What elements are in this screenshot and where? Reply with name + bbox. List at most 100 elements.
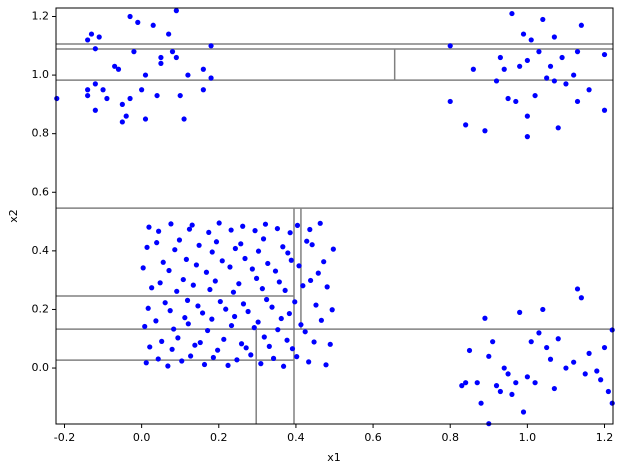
point (227, 264, 233, 270)
point (156, 228, 162, 234)
point (248, 352, 254, 358)
point (275, 327, 281, 333)
point (524, 57, 530, 64)
point (493, 78, 500, 84)
point (92, 81, 98, 87)
point (605, 388, 611, 395)
y-tick-label: 0.2 (32, 302, 50, 315)
point (139, 87, 145, 93)
point (88, 31, 95, 37)
point (586, 350, 592, 356)
point (230, 289, 237, 295)
point (255, 248, 262, 254)
point (306, 359, 312, 365)
point (598, 377, 604, 383)
point (296, 263, 302, 269)
point (547, 63, 554, 69)
point (182, 315, 188, 321)
point (286, 310, 292, 317)
point (183, 256, 189, 262)
point (166, 267, 172, 274)
point (209, 316, 215, 322)
point (251, 325, 257, 331)
point (482, 315, 488, 321)
point (547, 356, 554, 362)
point (200, 66, 206, 72)
point (551, 78, 557, 84)
point (304, 238, 310, 244)
point (517, 63, 523, 69)
point (578, 295, 584, 301)
point (225, 362, 231, 369)
point (131, 49, 137, 55)
point (302, 329, 308, 335)
point (236, 281, 242, 287)
point (167, 308, 173, 314)
point (478, 400, 484, 406)
point (282, 287, 288, 294)
point (168, 221, 174, 227)
point (212, 278, 218, 284)
point (154, 240, 160, 246)
point (252, 228, 258, 234)
point (143, 360, 149, 366)
point (147, 344, 153, 350)
point (215, 347, 221, 353)
x-tick-label: 0.4 (287, 431, 305, 444)
point (258, 361, 264, 367)
point (207, 286, 213, 293)
point (157, 280, 163, 286)
point (119, 119, 125, 125)
point (300, 283, 306, 289)
point (298, 322, 304, 328)
point (146, 224, 152, 230)
point (264, 296, 270, 303)
point (169, 49, 176, 55)
point (85, 87, 91, 93)
point (524, 113, 530, 119)
point (259, 286, 265, 292)
point (85, 37, 91, 43)
point (160, 259, 166, 265)
point (285, 250, 291, 256)
point (505, 95, 511, 102)
point (144, 244, 150, 250)
y-tick-label: 0.0 (32, 361, 50, 374)
point (294, 354, 300, 360)
point (276, 279, 282, 285)
point (154, 92, 160, 99)
point (213, 239, 220, 245)
point (470, 66, 476, 72)
point (255, 319, 261, 325)
point (197, 339, 203, 346)
point (195, 303, 201, 309)
point (240, 223, 246, 229)
point (249, 266, 255, 272)
x-tick-label: 1.2 (596, 431, 614, 444)
point (292, 299, 298, 305)
point (524, 134, 530, 140)
point (240, 301, 247, 307)
point (559, 54, 565, 61)
point (586, 87, 592, 93)
y-tick-label: 1.0 (32, 68, 50, 81)
point (115, 66, 122, 72)
point (528, 339, 534, 345)
point (206, 229, 212, 236)
point (104, 95, 110, 102)
point (288, 257, 294, 263)
point (601, 51, 608, 58)
point (186, 226, 193, 232)
point (544, 344, 550, 351)
point (100, 87, 106, 93)
y-axis-label: x2 (7, 209, 20, 223)
point (313, 302, 319, 308)
point (474, 380, 480, 386)
point (551, 385, 557, 392)
point (571, 359, 577, 365)
y-tick-label: 0.8 (32, 127, 50, 140)
point (574, 286, 581, 292)
point (92, 107, 98, 113)
point (142, 72, 149, 78)
